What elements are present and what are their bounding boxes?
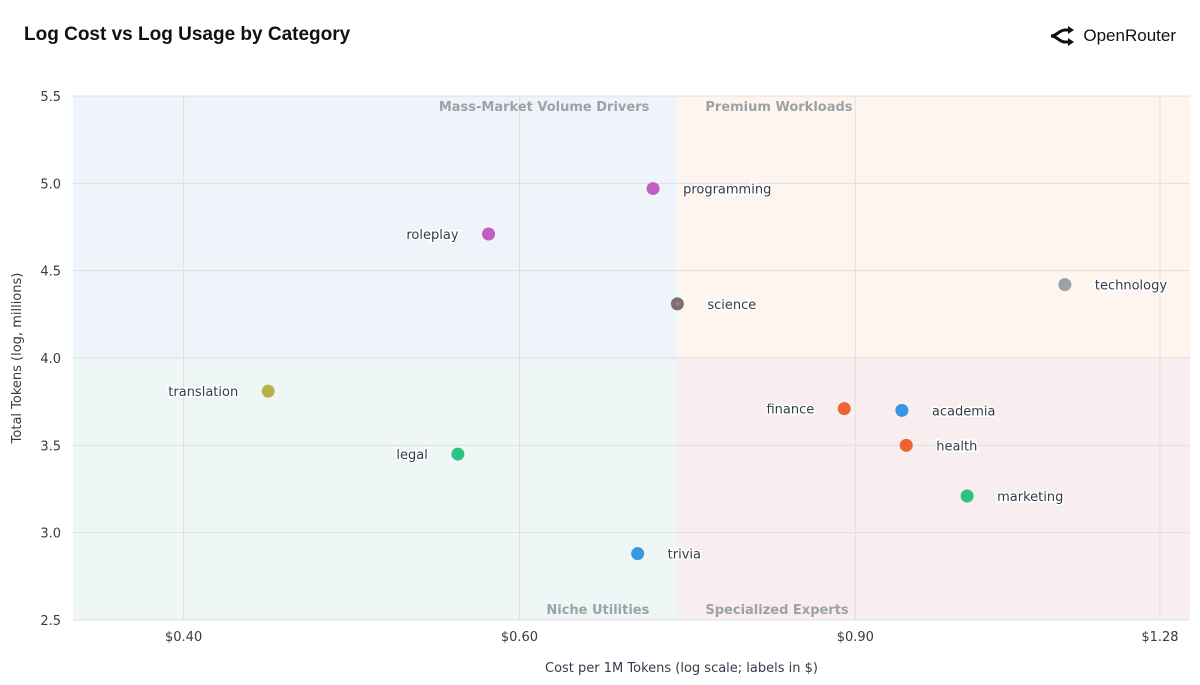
y-tick-label: 3.5 — [40, 439, 61, 454]
point-label: technology — [1095, 279, 1167, 294]
data-point-marketing — [960, 489, 974, 503]
brand: OpenRouter — [1049, 26, 1176, 46]
x-tick-label: $1.28 — [1141, 630, 1178, 645]
x-axis-label: Cost per 1M Tokens (log scale; labels in… — [545, 661, 818, 676]
data-point-trivia — [631, 547, 645, 561]
data-point-translation — [261, 384, 275, 398]
quadrant-bottom-left — [73, 358, 678, 620]
point-label: translation — [168, 385, 238, 400]
quadrant-top-left — [73, 96, 678, 358]
point-label: marketing — [997, 490, 1063, 505]
quadrant-label: Premium Workloads — [705, 100, 852, 115]
point-label: academia — [932, 404, 996, 419]
openrouter-logo-icon — [1051, 26, 1075, 46]
quadrant-top-right — [677, 96, 1190, 358]
point-label: science — [707, 298, 756, 313]
quadrant-label: Specialized Experts — [705, 603, 849, 618]
data-point-health — [899, 438, 913, 452]
chart-title: Log Cost vs Log Usage by Category — [24, 24, 351, 45]
brand-name: OpenRouter — [1083, 26, 1176, 45]
data-point-programming — [646, 182, 660, 196]
y-tick-label: 5.0 — [40, 177, 61, 192]
point-label: legal — [396, 448, 427, 463]
y-tick-label: 4.0 — [40, 352, 61, 367]
y-tick-label: 5.5 — [40, 90, 61, 105]
data-point-roleplay — [482, 227, 496, 241]
y-tick-label: 3.0 — [40, 527, 61, 542]
data-point-overlap — [675, 301, 680, 306]
data-point-technology — [1058, 278, 1072, 292]
data-point-academia — [895, 403, 909, 417]
y-tick-label: 4.5 — [40, 265, 61, 280]
y-tick-label: 2.5 — [40, 614, 61, 629]
x-tick-label: $0.40 — [165, 630, 202, 645]
quadrant-label: Mass-Market Volume Drivers — [439, 100, 650, 115]
point-label: programming — [683, 183, 771, 198]
y-axis-label: Total Tokens (log, millions) — [10, 273, 25, 445]
data-point-finance — [837, 402, 851, 416]
quadrant-bottom-right — [677, 358, 1190, 620]
data-point-legal — [451, 447, 465, 461]
point-label: trivia — [668, 548, 701, 563]
point-label: finance — [766, 403, 814, 418]
quadrant-label: Niche Utilities — [546, 603, 649, 618]
point-label: roleplay — [406, 228, 458, 243]
x-tick-label: $0.60 — [501, 630, 538, 645]
point-label: health — [936, 439, 977, 454]
x-tick-label: $0.90 — [837, 630, 874, 645]
